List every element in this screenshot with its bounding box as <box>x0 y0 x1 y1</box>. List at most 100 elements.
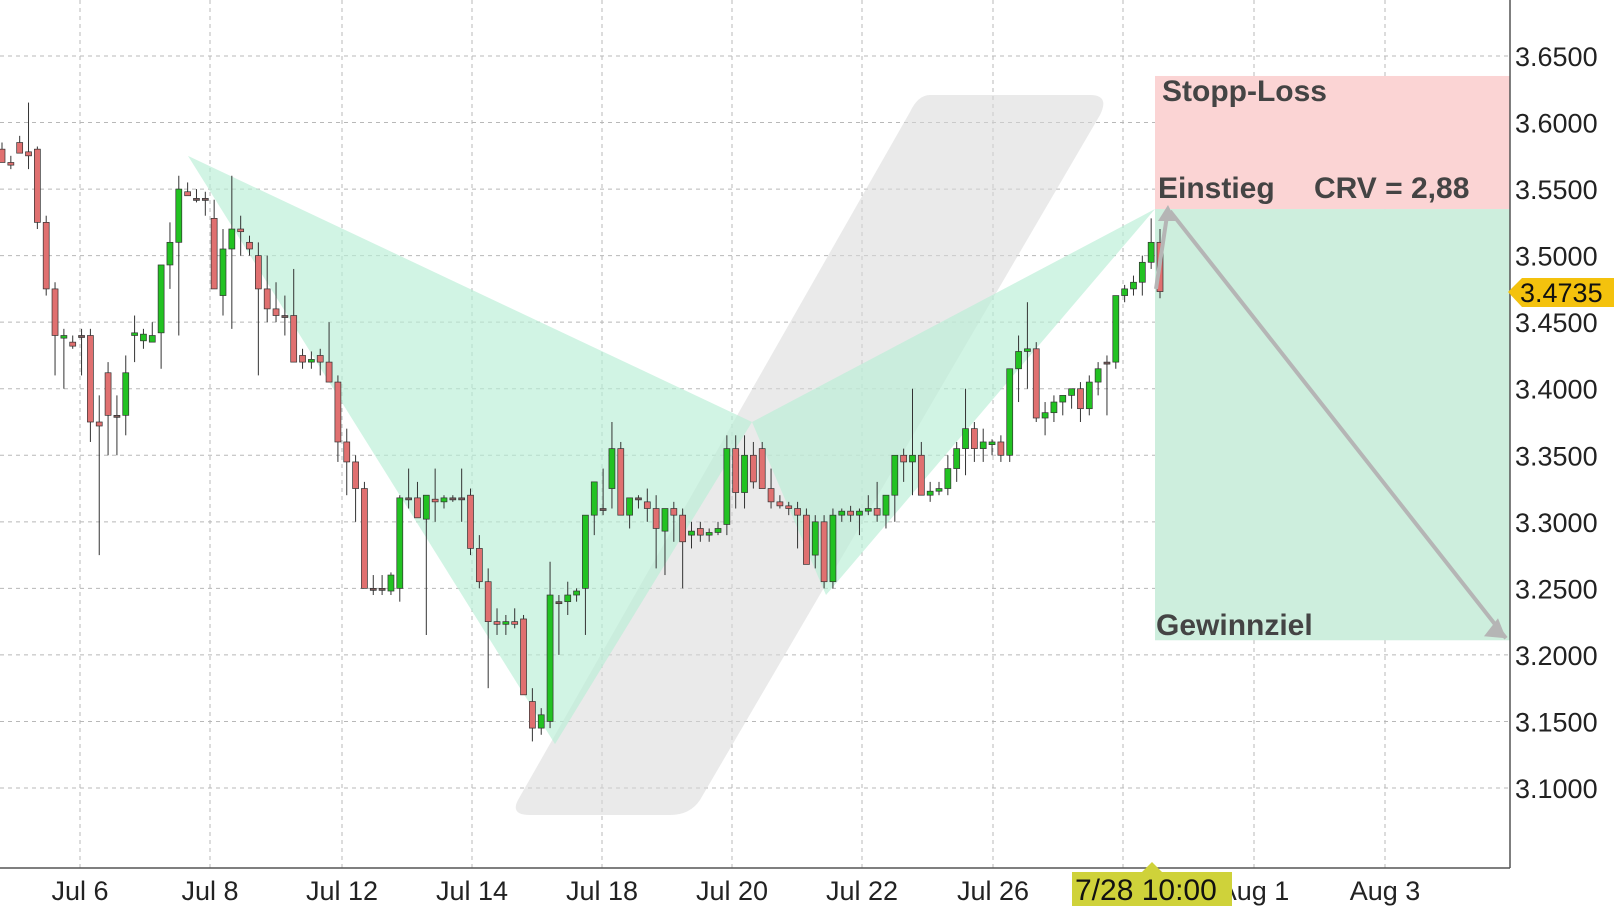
candle-body <box>511 621 519 625</box>
candle <box>803 508 810 565</box>
candle-body <box>723 448 731 525</box>
candle-body <box>758 448 766 489</box>
candle <box>900 448 907 482</box>
candle <box>210 199 218 290</box>
candle <box>113 395 121 456</box>
candle-body <box>281 315 289 318</box>
candle-body <box>51 288 59 336</box>
candle-body <box>78 335 85 338</box>
candle-body <box>1103 361 1111 365</box>
candle-body <box>201 198 209 201</box>
candle-body <box>1015 351 1022 370</box>
x-tick-label: Aug 3 <box>1350 876 1421 906</box>
crosshair-time-value: 7/28 10:00 <box>1075 874 1217 907</box>
candle-body <box>873 508 881 516</box>
candle-body <box>953 448 961 469</box>
candle-body <box>219 248 227 296</box>
candle <box>272 282 280 323</box>
candle-body <box>979 441 987 449</box>
candle <box>369 575 377 596</box>
candle-body <box>210 218 218 290</box>
candle <box>255 242 262 376</box>
candle <box>95 395 103 556</box>
candle <box>626 497 633 529</box>
candle-body <box>599 508 607 511</box>
candle <box>458 468 466 522</box>
candle <box>661 508 669 576</box>
candle-body <box>148 335 156 343</box>
candle-body <box>422 494 430 520</box>
candle-body <box>529 701 536 729</box>
candle <box>263 255 271 323</box>
candle <box>352 455 359 522</box>
candle <box>484 568 492 689</box>
candle-body <box>1032 348 1040 419</box>
arrow-entry-stub <box>1154 208 1170 290</box>
candle-body <box>0 148 6 163</box>
candle-body <box>643 501 651 509</box>
candle <box>971 422 978 462</box>
candle-body <box>1059 395 1067 403</box>
candle <box>529 688 536 742</box>
pattern-triangle-bcd <box>752 209 1155 596</box>
y-tick-label: 3.2500 <box>1515 574 1598 604</box>
candle-body <box>184 191 191 197</box>
candle-body <box>750 454 757 483</box>
candle-body <box>617 448 625 516</box>
crosshair-time-tag: 7/28 10:00 <box>1072 862 1232 907</box>
candle <box>78 328 85 376</box>
candle <box>546 561 554 729</box>
candle-body <box>829 514 837 583</box>
candle <box>643 488 651 522</box>
candle-body <box>891 454 899 496</box>
candle-body <box>467 494 474 549</box>
candle-body <box>7 162 15 166</box>
arrow-shaft <box>1168 209 1508 640</box>
stop-loss-label: Stopp-Loss <box>1162 75 1327 108</box>
candle <box>396 495 404 602</box>
candle <box>926 481 934 502</box>
candle-body <box>1147 241 1155 263</box>
x-tick-label: Jul 20 <box>696 876 768 906</box>
candle <box>590 481 598 536</box>
y-tick-label: 3.4500 <box>1515 308 1598 338</box>
candle <box>16 135 24 154</box>
candle-body <box>520 618 527 696</box>
candle-body <box>378 588 386 591</box>
candle-body <box>971 428 978 449</box>
candle <box>555 595 563 655</box>
candle <box>414 481 421 519</box>
candle-body <box>714 528 722 533</box>
candle-body <box>573 590 580 596</box>
candle <box>1032 342 1040 422</box>
candle-body <box>42 222 50 290</box>
candle-body <box>882 494 890 516</box>
candle <box>34 146 41 230</box>
candle-body <box>626 497 633 516</box>
candle-body <box>1068 388 1075 396</box>
candle <box>1138 255 1146 296</box>
candle-body <box>175 188 183 243</box>
candle-body <box>900 454 907 463</box>
candle <box>811 515 819 569</box>
x-tick-label: Jul 8 <box>181 876 238 906</box>
candle <box>794 501 801 549</box>
candle-body <box>608 448 616 489</box>
x-axis: Jul 6 Jul 8 Jul 12 Jul 14 Jul 18 Jul 20 Jul 22… <box>0 867 1510 906</box>
candle <box>246 235 253 256</box>
candle <box>953 441 961 482</box>
candle-body <box>962 428 969 449</box>
candle <box>1112 295 1120 369</box>
candle <box>776 495 784 509</box>
candle <box>599 468 607 516</box>
candle-body <box>926 490 934 496</box>
candle <box>962 388 969 476</box>
candle-body <box>405 497 412 501</box>
candle <box>582 514 589 635</box>
stop-loss-zone <box>1155 75 1510 210</box>
candle-body <box>237 228 245 233</box>
candle-body <box>847 510 854 516</box>
candle-body <box>25 151 32 157</box>
candle-body <box>1006 368 1014 456</box>
y-tick-label: 3.2000 <box>1515 641 1598 671</box>
